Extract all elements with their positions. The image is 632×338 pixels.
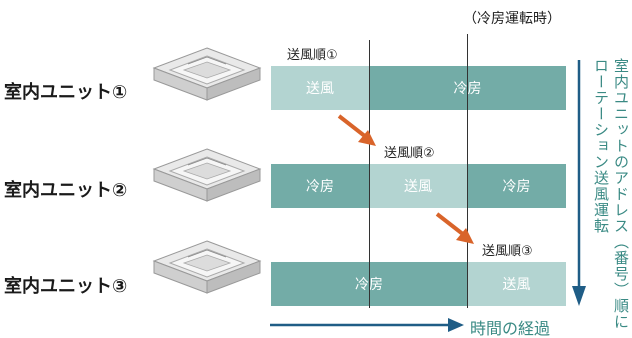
- timeline-divider: [369, 40, 370, 308]
- side-text-line2: ローテーション送風運転: [592, 58, 610, 234]
- timeline-divider: [467, 34, 468, 308]
- down-arrow-icon: [572, 60, 586, 306]
- unit-label: 室内ユニット①: [4, 82, 128, 103]
- time-label: 時間の経過: [470, 319, 551, 338]
- unit-label: 室内ユニット③: [4, 276, 128, 297]
- header-note: （冷房運転時）: [463, 11, 561, 27]
- unit-label: 室内ユニット②: [4, 180, 128, 201]
- fan-order-label: 送風順①: [287, 48, 338, 63]
- cassette-ac-unit-icon: [152, 148, 262, 202]
- cassette-ac-unit-icon: [152, 47, 262, 101]
- time-arrow-icon: [270, 318, 464, 332]
- fan-segment: 送風: [271, 66, 369, 110]
- side-text-line1: 室内ユニットのアドレス（番号）順に: [612, 58, 630, 330]
- orange-step-arrow-icon: [337, 114, 376, 146]
- fan-segment: 送風: [369, 164, 467, 208]
- fan-order-label: 送風順②: [384, 146, 435, 161]
- cool-segment: 冷房: [271, 164, 369, 208]
- cool-segment: 冷房: [467, 164, 566, 208]
- fan-order-label: 送風順③: [482, 244, 533, 259]
- cassette-ac-unit-icon: [152, 240, 262, 294]
- fan-segment: 送風: [467, 262, 566, 306]
- orange-step-arrow-icon: [435, 212, 474, 244]
